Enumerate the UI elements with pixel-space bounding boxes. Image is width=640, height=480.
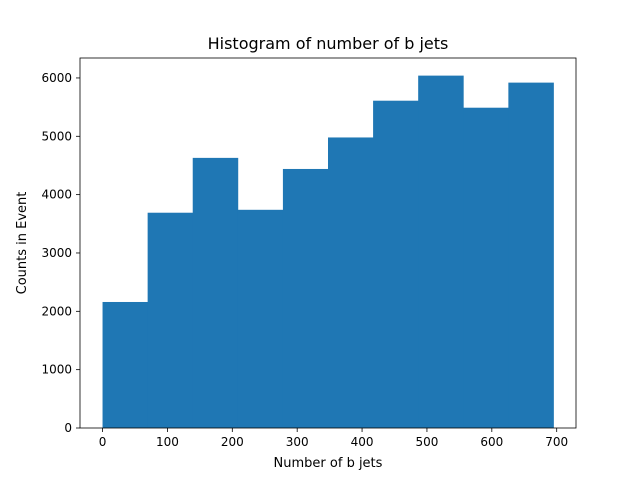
- y-tick-label: 3000: [41, 246, 72, 260]
- y-tick-label: 1000: [41, 363, 72, 377]
- y-axis-label: Counts in Event: [15, 192, 30, 295]
- y-tick-label: 6000: [41, 71, 72, 85]
- histogram-bar: [328, 137, 374, 428]
- histogram-bar: [192, 157, 239, 428]
- y-tick-label: 4000: [41, 188, 72, 202]
- histogram-bar: [508, 82, 554, 428]
- x-tick-label: 600: [480, 435, 503, 449]
- histogram-bar: [373, 100, 419, 428]
- plot-frame: [79, 57, 577, 429]
- histogram-bar: [102, 301, 149, 428]
- bars-group: [102, 75, 554, 428]
- x-tick-label: 500: [415, 435, 438, 449]
- x-tick-label: 200: [221, 435, 244, 449]
- y-axis-ticks: 0 1000 2000 3000 4000 5000 6000: [41, 71, 80, 435]
- x-axis-ticks: 0 100 200 300 400 500 600 700: [99, 428, 568, 449]
- y-tick-label: 5000: [41, 129, 72, 143]
- x-axis-label: Number of b jets: [274, 456, 383, 471]
- x-tick-label: 300: [286, 435, 309, 449]
- histogram-bar: [282, 168, 329, 428]
- x-tick-label: 400: [351, 435, 374, 449]
- histogram-bar: [418, 75, 464, 428]
- histogram-bar: [463, 107, 509, 428]
- chart-title: Histogram of number of b jets: [208, 34, 449, 53]
- x-tick-label: 0: [99, 435, 107, 449]
- x-tick-label: 700: [545, 435, 568, 449]
- y-tick-label: 0: [64, 421, 72, 435]
- y-tick-label: 2000: [41, 304, 72, 318]
- histogram-bar: [147, 212, 194, 428]
- x-tick-label: 100: [156, 435, 179, 449]
- histogram-bar: [237, 209, 284, 428]
